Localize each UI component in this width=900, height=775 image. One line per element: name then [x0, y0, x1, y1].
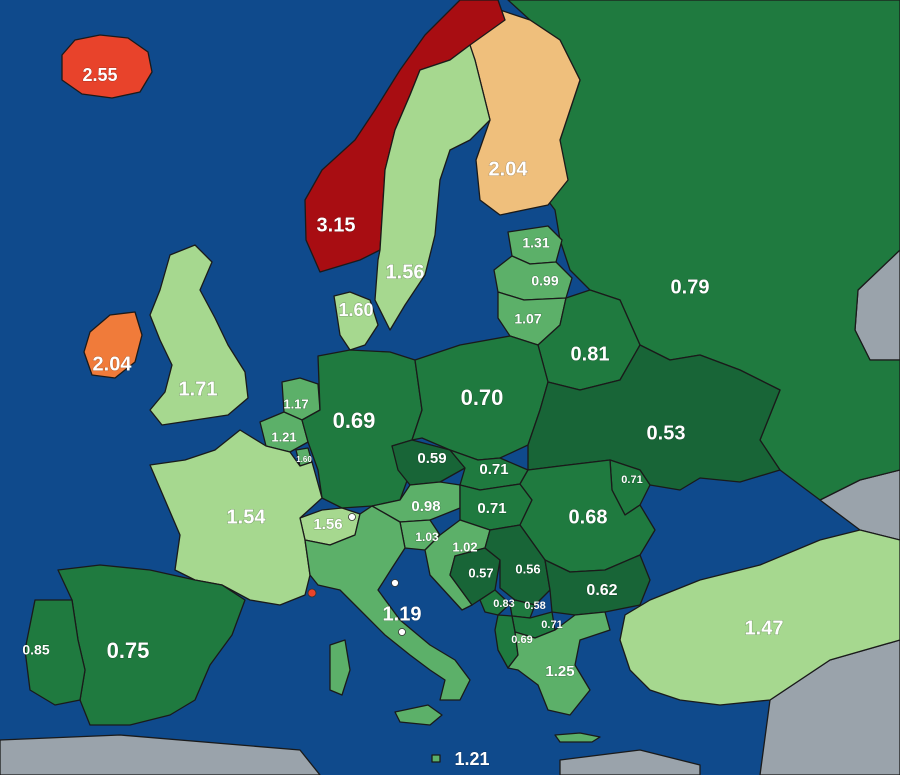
city-marker-monaco	[307, 588, 317, 598]
label-italy: 1.19	[383, 603, 422, 625]
label-czechia: 0.59	[417, 450, 446, 467]
region-sicily	[394, 704, 443, 726]
region-malta	[431, 754, 441, 763]
label-ukraine: 0.53	[647, 422, 686, 444]
region-portugal	[24, 599, 86, 706]
city-marker-geneva	[348, 513, 356, 521]
city-marker-rome	[398, 628, 406, 636]
label-montenegro: 0.83	[493, 598, 514, 610]
label-serbia: 0.56	[515, 561, 540, 576]
label-hungary: 0.71	[477, 500, 506, 517]
region-serbia	[484, 524, 551, 606]
region-poland	[411, 335, 549, 461]
label-ireland: 2.04	[93, 353, 133, 375]
label-uk: 1.71	[179, 378, 218, 400]
region-italy	[304, 505, 471, 701]
non-covered-land-africa	[0, 734, 321, 775]
label-luxembourg: 1.60	[296, 455, 312, 464]
label-iceland: 2.55	[82, 65, 117, 85]
non-covered-land-libya	[559, 749, 701, 775]
label-kosovo: 0.58	[524, 600, 545, 612]
region-greece	[507, 611, 611, 716]
region-kosovo	[509, 599, 536, 619]
label-austria: 0.98	[411, 498, 440, 515]
region-sweden	[374, 44, 491, 331]
label-latvia: 0.99	[531, 273, 558, 289]
region-finland	[459, 9, 581, 216]
label-turkey: 1.47	[745, 617, 784, 639]
label-finland: 2.04	[489, 158, 529, 180]
label-russia: 0.79	[671, 276, 710, 298]
label-lithuania: 1.07	[514, 311, 541, 327]
region-uk	[149, 244, 249, 426]
label-portugal: 0.85	[22, 642, 49, 658]
label-moldova: 0.71	[621, 474, 642, 486]
label-belgium: 1.21	[271, 429, 296, 444]
label-north-macedonia: 0.71	[541, 619, 562, 631]
label-estonia: 1.31	[522, 235, 549, 251]
label-bosnia: 0.57	[468, 565, 493, 580]
region-sardinia	[329, 639, 351, 696]
label-croatia: 1.02	[452, 539, 477, 554]
label-spain: 0.75	[107, 638, 150, 663]
label-germany: 0.69	[333, 408, 376, 433]
region-turkey	[619, 529, 900, 706]
label-greece: 1.25	[545, 663, 574, 680]
label-switzerland: 1.56	[313, 516, 342, 533]
region-iceland	[61, 34, 153, 99]
label-netherlands: 1.17	[283, 396, 308, 411]
label-slovakia: 0.71	[479, 461, 508, 478]
label-belarus: 0.81	[571, 343, 610, 365]
label-denmark: 1.60	[338, 300, 373, 320]
city-marker-milan	[391, 579, 399, 587]
label-sweden: 1.56	[386, 261, 425, 283]
label-malta: 1.21	[454, 749, 489, 769]
region-ireland	[83, 311, 143, 379]
region-denmark	[333, 291, 379, 351]
label-norway: 3.15	[317, 214, 356, 236]
label-slovenia: 1.03	[415, 530, 439, 544]
label-bulgaria: 0.62	[586, 582, 617, 599]
region-czechia	[391, 439, 466, 486]
region-bulgaria	[544, 554, 651, 616]
label-romania: 0.68	[569, 506, 608, 528]
label-albania: 0.69	[511, 634, 532, 646]
region-crete	[554, 732, 601, 743]
label-france: 1.54	[227, 506, 267, 528]
region-montenegro	[479, 589, 511, 616]
label-poland: 0.70	[461, 385, 504, 410]
